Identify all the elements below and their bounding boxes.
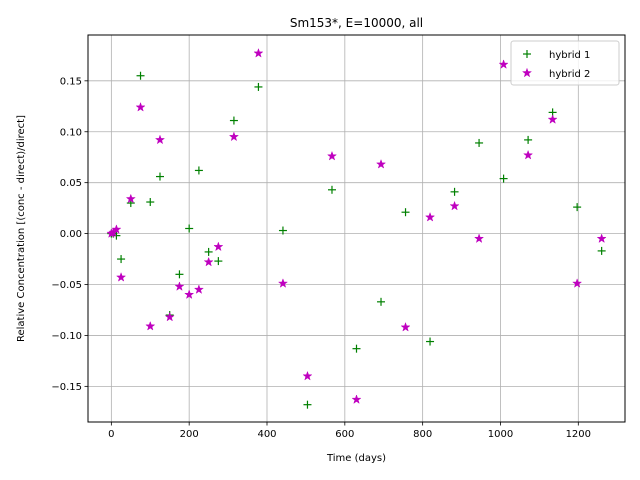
data-point-hybrid-2 (253, 47, 264, 58)
data-point-hybrid-1 (401, 208, 410, 217)
legend-frame (510, 40, 620, 86)
data-point-hybrid-2 (174, 281, 185, 291)
data-point-hybrid-2 (375, 158, 387, 169)
series-1 (107, 71, 606, 409)
data-point-hybrid-1 (229, 116, 238, 125)
data-point-hybrid-2 (498, 59, 509, 69)
data-point-hybrid-2 (277, 278, 289, 288)
data-point-hybrid-1 (475, 138, 484, 147)
legend-label-1: hybrid 1 (549, 50, 590, 61)
data-point-hybrid-2 (135, 101, 146, 112)
data-point-hybrid-2 (111, 224, 122, 234)
data-point-hybrid-2 (424, 211, 436, 222)
x-tick-label: 0 (108, 429, 114, 440)
data-point-hybrid-2 (193, 284, 205, 294)
data-point-hybrid-2 (184, 289, 195, 300)
data-point-hybrid-2 (213, 241, 224, 252)
data-point-hybrid-1 (524, 135, 533, 144)
data-point-hybrid-1 (185, 224, 194, 233)
x-tick-label: 1000 (488, 429, 513, 440)
x-tick-label: 1200 (566, 429, 591, 440)
y-axis-label: Relative Concentration [(conc - direct)/… (16, 115, 27, 342)
data-point-hybrid-2 (145, 320, 156, 331)
data-point-hybrid-1 (204, 247, 213, 256)
y-tick-label: 0.00 (60, 229, 82, 240)
data-point-hybrid-2 (473, 233, 485, 244)
data-point-hybrid-1 (450, 187, 459, 196)
data-point-hybrid-1 (117, 255, 126, 264)
data-point-hybrid-2 (228, 131, 240, 142)
data-point-hybrid-1 (377, 297, 386, 306)
data-point-hybrid-2 (400, 321, 411, 332)
data-point-hybrid-1 (426, 337, 435, 346)
data-point-hybrid-1 (303, 400, 312, 409)
data-point-hybrid-1 (327, 185, 336, 194)
data-point-hybrid-1 (136, 71, 145, 80)
data-point-hybrid-1 (573, 203, 582, 212)
legend: hybrid 1 hybrid 2 (510, 40, 620, 86)
data-point-hybrid-1 (499, 174, 508, 183)
data-point-hybrid-1 (146, 198, 155, 207)
data-point-hybrid-2 (572, 278, 583, 288)
x-tick-label: 400 (257, 429, 276, 440)
axes-frame (87, 34, 626, 423)
data-point-hybrid-1 (597, 246, 606, 255)
data-point-hybrid-2 (302, 370, 313, 381)
y-tick-label: 0.15 (60, 76, 82, 87)
data-point-hybrid-1 (352, 344, 361, 353)
data-point-hybrid-1 (278, 226, 287, 235)
y-tick-label: −0.15 (51, 382, 82, 393)
legend-marker-1 (523, 50, 531, 58)
data-point-hybrid-2 (164, 311, 175, 322)
x-axis-label: Time (days) (326, 453, 386, 464)
data-point-hybrid-1 (254, 82, 263, 91)
series-2 (106, 47, 607, 404)
plot-area (106, 47, 607, 409)
data-point-hybrid-2 (523, 149, 534, 160)
x-tick-label: 800 (413, 429, 432, 440)
x-tick-label: 200 (180, 429, 199, 440)
chart-title: Sm153*, E=10000, all (290, 16, 423, 30)
data-point-hybrid-2 (351, 394, 362, 404)
y-tick-label: 0.05 (60, 178, 82, 189)
data-point-hybrid-1 (194, 166, 203, 175)
x-tick-label: 600 (335, 429, 354, 440)
y-tick-label: −0.10 (51, 331, 82, 342)
grid (88, 35, 625, 422)
data-point-hybrid-2 (596, 233, 607, 244)
data-point-hybrid-2 (326, 150, 338, 161)
data-point-hybrid-2 (449, 200, 460, 211)
data-point-hybrid-2 (547, 114, 558, 124)
y-tick-label: −0.05 (51, 280, 82, 291)
y-tick-label: 0.10 (60, 127, 82, 138)
data-point-hybrid-2 (125, 193, 136, 204)
data-point-hybrid-1 (214, 257, 223, 266)
legend-marker-2 (521, 67, 533, 78)
data-point-hybrid-2 (154, 134, 166, 145)
data-point-hybrid-1 (155, 172, 164, 181)
data-point-hybrid-2 (115, 272, 127, 282)
data-point-hybrid-2 (203, 256, 214, 267)
ticks: 0 200 400 600 800 1000 1200 −0.15 −0.10 −0.05 0.00… (51, 76, 591, 440)
legend-label-2: hybrid 2 (549, 69, 590, 80)
data-point-hybrid-1 (175, 270, 184, 279)
